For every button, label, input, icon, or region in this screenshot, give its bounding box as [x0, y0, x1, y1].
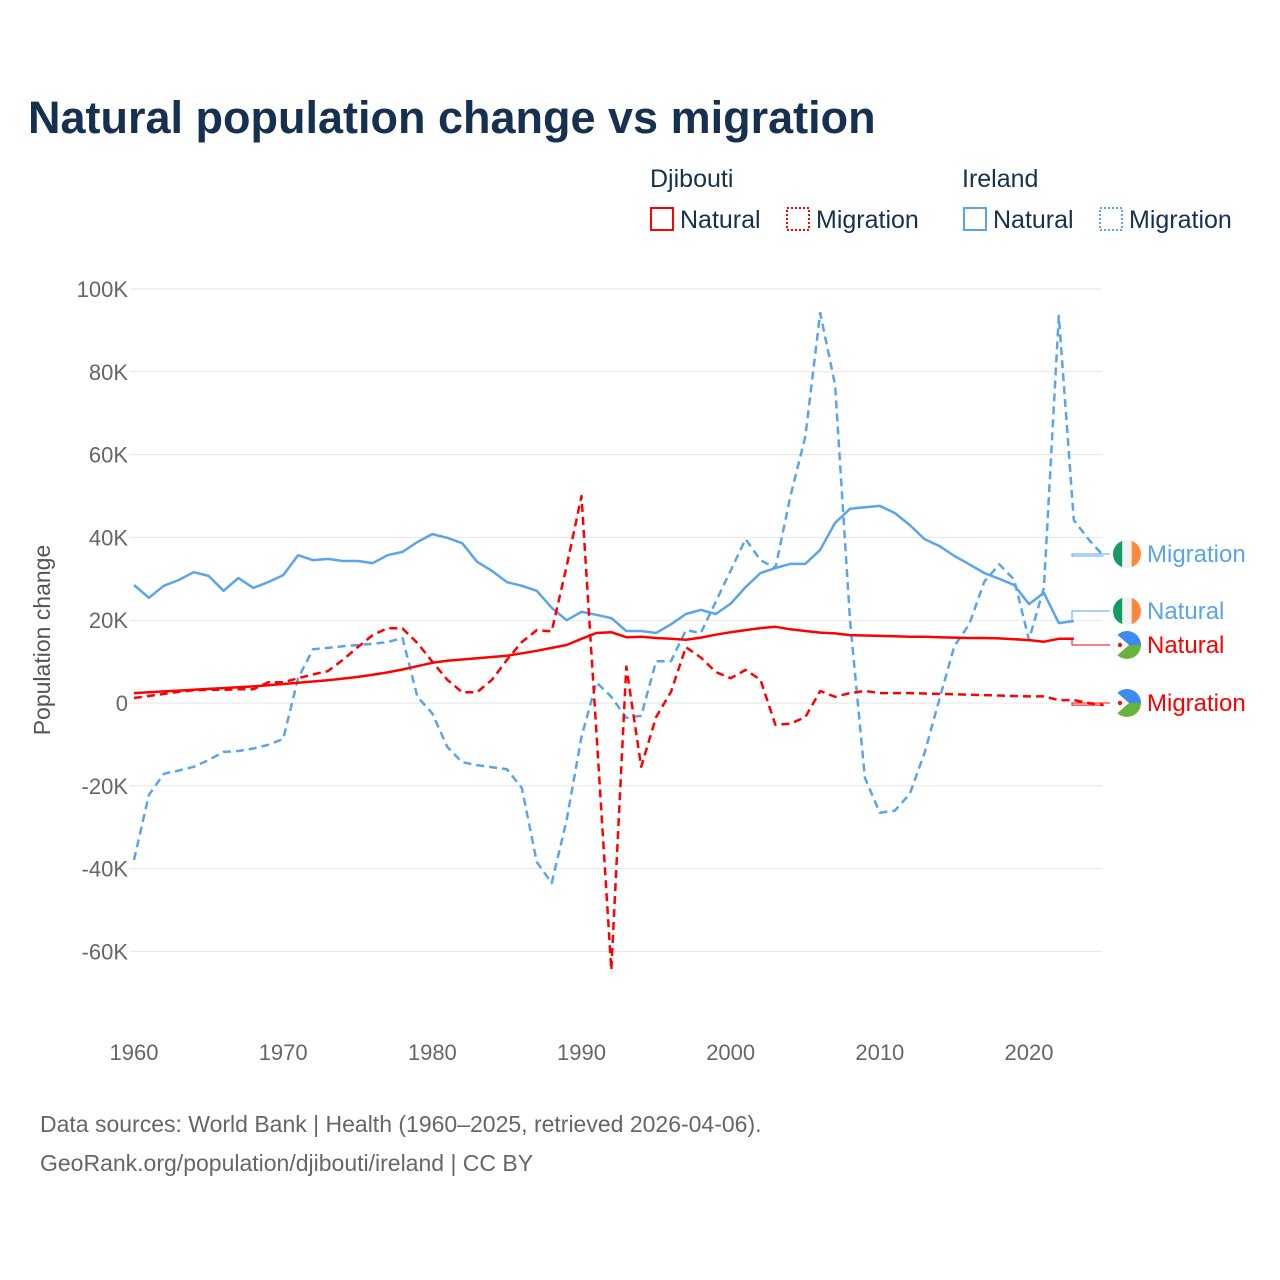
y-tick-label: 80K [89, 360, 128, 385]
x-tick-label: 1970 [259, 1040, 308, 1065]
y-tick-label: 0 [116, 691, 128, 716]
label-connector [1071, 702, 1110, 706]
series-line-djibouti-natural[interactable] [133, 625, 1074, 695]
djibouti-flag-icon [1113, 631, 1141, 659]
series-lines [132, 311, 1105, 972]
label-connector [1071, 638, 1110, 646]
legend: Djibouti Ireland Natural Migration Natur… [650, 165, 1232, 234]
legend-label-ireland-natural[interactable]: Natural [993, 206, 1074, 234]
legend-swatch-ireland-migration [1099, 207, 1123, 231]
y-axis-ticks: -60K -40K -20K 0 20K 40K 60K 80K 100K [77, 277, 129, 964]
djibouti-flag-icon [1113, 689, 1141, 717]
y-tick-label: -40K [82, 857, 129, 882]
legend-label-djibouti-migration[interactable]: Migration [816, 206, 919, 234]
legend-swatch-djibouti-natural [650, 207, 674, 231]
x-tick-label: 2020 [1005, 1040, 1054, 1065]
end-label-djibouti-natural: Natural [1147, 632, 1224, 659]
x-tick-label: 2010 [855, 1040, 904, 1065]
label-connector [1071, 553, 1110, 557]
x-axis-ticks: 1960 1970 1980 1990 2000 2010 2020 [110, 1040, 1054, 1065]
legend-swatch-djibouti-migration [786, 207, 810, 231]
x-tick-label: 2000 [706, 1040, 755, 1065]
series-line-ireland-natural[interactable] [133, 504, 1074, 635]
legend-label-djibouti-natural[interactable]: Natural [680, 206, 761, 234]
end-labels: Migration Natural Natural Migration [1071, 540, 1246, 717]
chart-title: Natural population change vs migration [28, 92, 876, 143]
gridlines [130, 288, 1102, 952]
y-axis-label: Population change [29, 545, 55, 736]
legend-group-ireland: Ireland [962, 165, 1038, 193]
series-line-ireland-migration[interactable] [132, 311, 1105, 885]
x-tick-label: 1960 [110, 1040, 159, 1065]
x-tick-label: 1990 [557, 1040, 606, 1065]
x-tick-label: 1980 [408, 1040, 457, 1065]
y-tick-label: 60K [89, 443, 128, 468]
legend-group-djibouti: Djibouti [650, 165, 733, 193]
series-line-djibouti-migration[interactable] [133, 494, 1104, 972]
y-tick-label: 20K [89, 608, 128, 633]
y-tick-label: -20K [82, 774, 129, 799]
y-tick-label: -60K [82, 939, 129, 964]
footer-sources: Data sources: World Bank | Health (1960–… [40, 1111, 762, 1137]
y-tick-label: 40K [89, 525, 128, 550]
legend-label-ireland-migration[interactable]: Migration [1129, 206, 1232, 234]
ireland-flag-icon [1113, 540, 1141, 568]
end-label-djibouti-migration: Migration [1147, 690, 1246, 717]
ireland-flag-icon [1113, 597, 1141, 625]
legend-swatch-ireland-natural [963, 207, 987, 231]
end-label-ireland-natural: Natural [1147, 598, 1224, 625]
end-label-ireland-migration: Migration [1147, 541, 1246, 568]
label-connector [1071, 610, 1110, 622]
y-tick-label: 100K [77, 277, 129, 302]
footer-link[interactable]: GeoRank.org/population/djibouti/ireland … [40, 1150, 533, 1176]
